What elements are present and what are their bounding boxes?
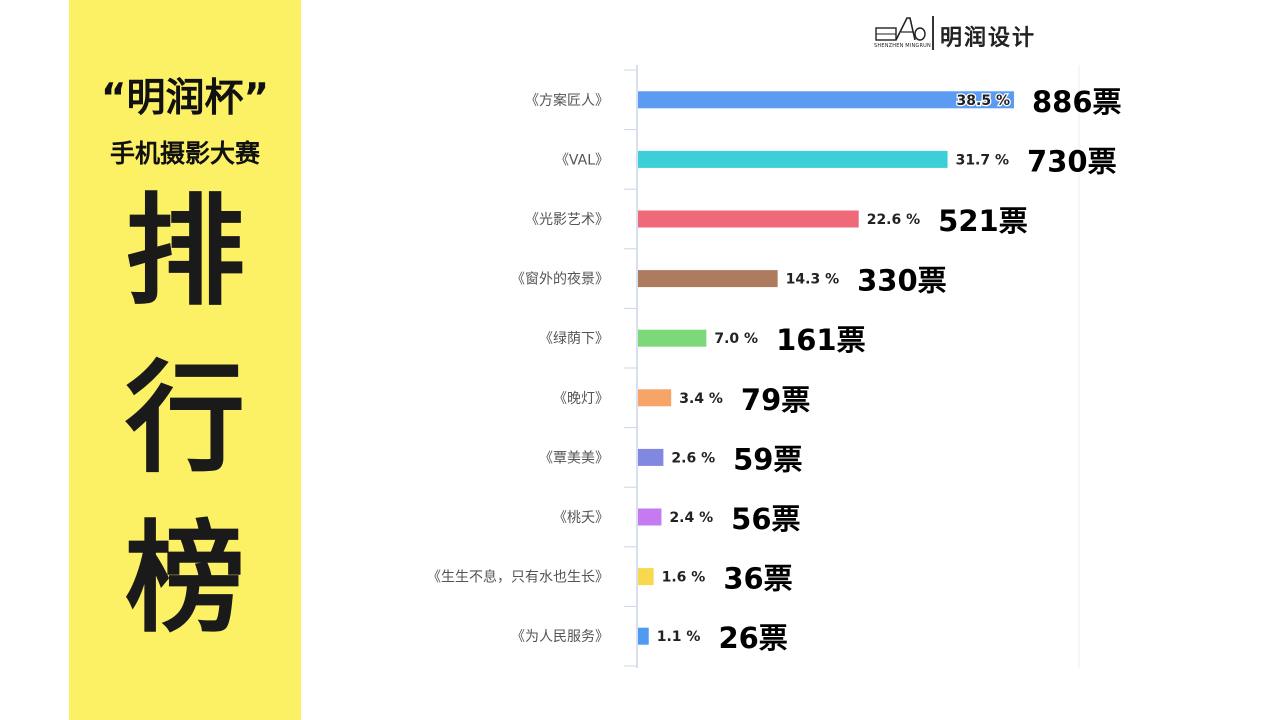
value-label: 22.6 %	[867, 212, 920, 228]
vote-count-label: 56票	[731, 502, 800, 536]
value-label: 1.6 %	[662, 570, 706, 586]
ranking-char-2: 行	[125, 350, 245, 489]
category-label: 《VAL》	[555, 152, 609, 168]
value-label: 2.4 %	[669, 510, 713, 526]
value-label: 38.5 %	[957, 93, 1010, 109]
category-label: 《覃美美》	[539, 450, 609, 466]
bar	[638, 270, 778, 288]
vote-count-label: 521票	[938, 204, 1028, 238]
logo-divider	[932, 16, 934, 50]
vote-count-label: 330票	[857, 264, 947, 298]
vote-count-label: 26票	[718, 621, 787, 655]
contest-subtitle: 手机摄影大赛	[109, 139, 260, 168]
value-label: 14.3 %	[786, 272, 839, 288]
sidebar-panel: “明润杯” 手机摄影大赛 排 行 榜	[69, 0, 301, 720]
bar	[638, 448, 664, 466]
ranking-char-3: 榜	[125, 510, 245, 649]
ranking-char-1: 排	[125, 183, 245, 322]
logo-name: 明润设计	[940, 26, 1037, 51]
category-label: 《光影艺术》	[525, 212, 609, 228]
value-label: 2.6 %	[671, 450, 715, 466]
bar	[638, 389, 672, 407]
value-label: 3.4 %	[679, 391, 723, 407]
logo-mark-icon	[875, 17, 926, 41]
category-label: 《桃夭》	[553, 510, 609, 526]
category-label: 《为人民服务》	[511, 629, 609, 645]
bar	[638, 329, 707, 347]
bar	[638, 150, 948, 168]
category-label: 《方案匠人》	[525, 92, 609, 109]
contest-title: “明润杯”	[100, 76, 270, 121]
category-label: 《绿荫下》	[539, 331, 609, 347]
bar	[638, 568, 654, 586]
vote-count-label: 161票	[776, 323, 866, 357]
bar	[638, 210, 859, 228]
bar	[638, 627, 649, 645]
vote-count-label: 79票	[741, 383, 810, 417]
category-label: 《生生不息，只有水也生长》	[427, 569, 609, 586]
vote-count-label: 36票	[723, 562, 792, 596]
bar	[638, 508, 662, 526]
vote-count-label: 59票	[733, 442, 802, 476]
value-label: 1.1 %	[657, 629, 701, 645]
category-label: 《晚灯》	[553, 391, 609, 407]
value-label: 7.0 %	[714, 331, 758, 347]
vote-count-label: 886票	[1032, 85, 1122, 119]
vote-count-label: 730票	[1027, 144, 1117, 178]
category-label: 《窗外的夜景》	[511, 271, 609, 288]
value-label: 31.7 %	[956, 152, 1009, 168]
logo-subtitle: SHENZHEN MINGRUN	[874, 43, 931, 49]
bar	[638, 91, 1014, 109]
